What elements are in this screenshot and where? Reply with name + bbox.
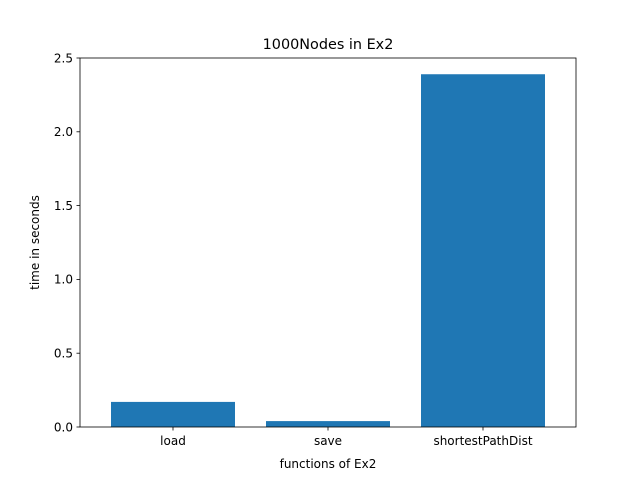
x-tick-label: save [314, 434, 342, 448]
y-tick-label: 0.0 [54, 420, 73, 434]
chart-title: 1000Nodes in Ex2 [263, 37, 394, 53]
bar-shortestPathDist [421, 74, 545, 428]
y-tick-label: 2.5 [54, 51, 73, 65]
y-ticks-group: 0.0 0.5 1.0 1.5 2.0 2.5 [54, 51, 80, 434]
bar-save [266, 421, 390, 427]
plot-frame [79, 57, 577, 428]
bars-group [111, 74, 545, 428]
x-tick-label: load [160, 434, 186, 448]
y-tick-label: 1.0 [54, 273, 73, 287]
y-tick-label: 2.0 [54, 125, 73, 139]
y-tick-label: 1.5 [54, 199, 73, 213]
x-axis-label: functions of Ex2 [280, 457, 377, 471]
y-axis-label: time in seconds [28, 195, 42, 290]
x-tick-label: shortestPathDist [433, 434, 532, 448]
y-tick-label: 0.5 [54, 347, 73, 361]
x-ticks-group: load save shortestPathDist [160, 427, 533, 448]
bar-load [111, 401, 235, 427]
